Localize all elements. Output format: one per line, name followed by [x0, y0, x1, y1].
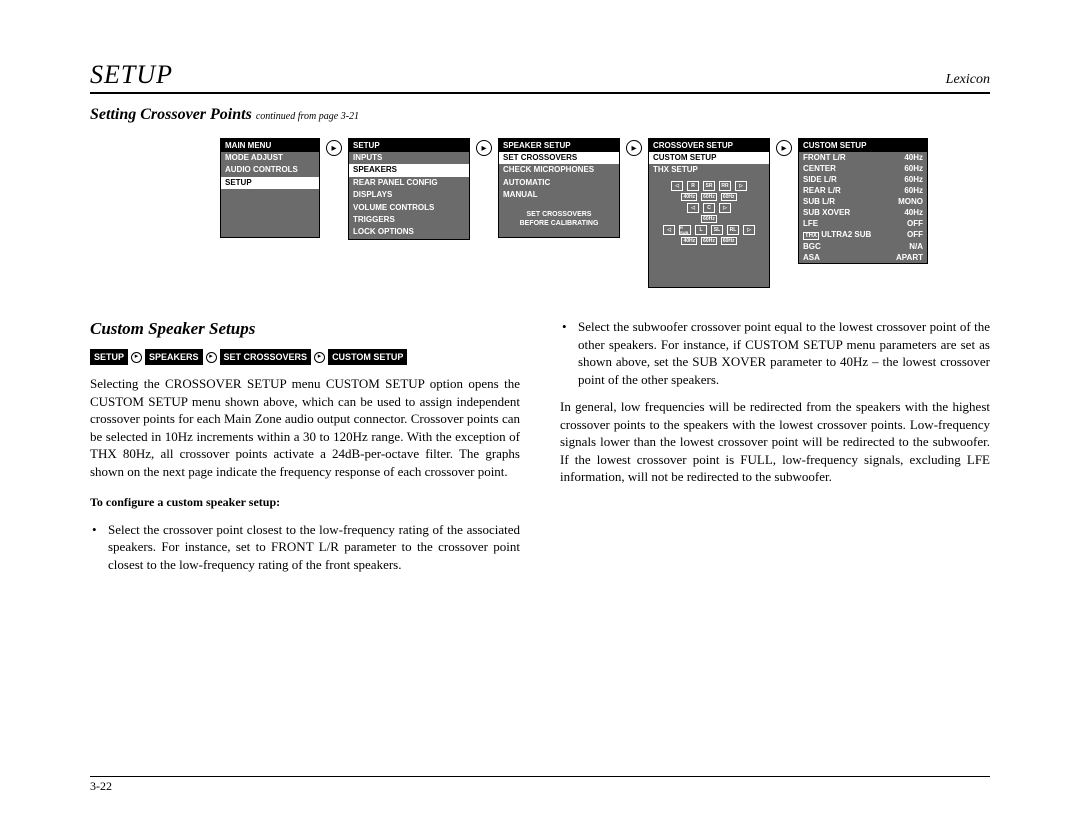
speaker-label: C [703, 203, 715, 213]
hz-label: 60Hz [701, 237, 717, 245]
speaker-icon: ▷ [743, 225, 755, 235]
menu-row: SUB L/RMONO [799, 196, 927, 207]
menu-item-selected: SETUP [221, 177, 319, 189]
breadcrumb-chip: CUSTOM SETUP [328, 349, 407, 365]
menu-header: CUSTOM SETUP [799, 139, 927, 152]
menu-item: VOLUME CONTROLS [349, 202, 469, 214]
speaker-icon: ◁ [663, 225, 675, 235]
body-columns: Custom Speaker Setups SETUP ▸ SPEAKERS ▸… [90, 318, 990, 583]
hz-label: 60Hz [721, 237, 737, 245]
paragraph: In general, low frequencies will be redi… [560, 398, 990, 486]
hz-label: 60Hz [721, 193, 737, 201]
breadcrumb-chip: SET CROSSOVERS [220, 349, 312, 365]
menu-footer: SET CROSSOVERS BEFORE CALIBRATING [499, 202, 619, 228]
header-title: SETUP [90, 60, 173, 90]
speaker-icon: ◁ [671, 181, 683, 191]
menu-main: MAIN MENU MODE ADJUST AUDIO CONTROLS SET… [220, 138, 320, 238]
bullet-list: Select the crossover point closest to th… [90, 521, 520, 574]
instructions-heading: To configure a custom speaker setup: [90, 494, 520, 510]
speaker-label: RL [727, 225, 739, 235]
menu-custom-setup: CUSTOM SETUP FRONT L/R40Hz CENTER60Hz SI… [798, 138, 928, 264]
subheading-row: Setting Crossover Points continued from … [90, 106, 990, 124]
header-brand: Lexicon [946, 72, 990, 88]
speaker-layout-diagram: ◁ R SR RR ▷ 40Hz 60Hz 60Hz ◁ C ▷ 60Hz ◁ [649, 177, 769, 249]
breadcrumb-chip: SPEAKERS [145, 349, 203, 365]
speaker-icon: ▷ [719, 203, 731, 213]
paragraph: Selecting the CROSSOVER SETUP menu CUSTO… [90, 375, 520, 480]
arrow-right-icon: ▸ [326, 140, 342, 156]
speaker-icon: ▷ [735, 181, 747, 191]
menu-item: DISPLAYS [349, 189, 469, 201]
menu-item: AUDIO CONTROLS [221, 164, 319, 176]
hz-label: 40Hz [681, 237, 697, 245]
menu-item: CHECK MICROPHONES [499, 164, 619, 176]
menu-row: BGCN/A [799, 241, 927, 252]
menu-speaker-setup: SPEAKER SETUP SET CROSSOVERS CHECK MICRO… [498, 138, 620, 238]
menu-row-selected: FRONT L/R40Hz [799, 152, 927, 163]
menu-item: MANUAL [499, 189, 619, 201]
speaker-label: SL [711, 225, 723, 235]
menu-row: REAR L/R60Hz [799, 185, 927, 196]
breadcrumb-arrow-icon: ▸ [131, 352, 142, 363]
speaker-icon: ◁ [687, 203, 699, 213]
bullet-list: Select the subwoofer crossover point equ… [560, 318, 990, 388]
menu-item: LOCK OPTIONS [349, 226, 469, 238]
menu-item: REAR PANEL CONFIG [349, 177, 469, 189]
menu-setup: SETUP INPUTS SPEAKERS REAR PANEL CONFIG … [348, 138, 470, 240]
menu-row: SUB XOVER40Hz [799, 207, 927, 218]
breadcrumb-arrow-icon: ▸ [206, 352, 217, 363]
subheading-continued: continued from page 3-21 [256, 111, 359, 122]
arrow-right-icon: ▸ [476, 140, 492, 156]
arrow-right-icon: ▸ [776, 140, 792, 156]
menu-row: SIDE L/R60Hz [799, 174, 927, 185]
menu-item-selected: SET CROSSOVERS [499, 152, 619, 164]
breadcrumb-path: SETUP ▸ SPEAKERS ▸ SET CROSSOVERS ▸ CUST… [90, 349, 520, 365]
speaker-label: R SUB [679, 225, 691, 235]
left-column: Custom Speaker Setups SETUP ▸ SPEAKERS ▸… [90, 318, 520, 583]
menu-item: MODE ADJUST [221, 152, 319, 164]
breadcrumb-arrow-icon: ▸ [314, 352, 325, 363]
menu-item: TRIGGERS [349, 214, 469, 226]
menu-row: CENTER60Hz [799, 163, 927, 174]
page-number: 3-22 [90, 776, 990, 794]
bullet-item: Select the crossover point closest to th… [108, 521, 520, 574]
subheading-main: Setting Crossover Points [90, 106, 252, 123]
bullet-item: Select the subwoofer crossover point equ… [578, 318, 990, 388]
hz-label: 60Hz [701, 215, 717, 223]
menu-header: SPEAKER SETUP [499, 139, 619, 152]
menu-header: SETUP [349, 139, 469, 152]
speaker-label: RR [719, 181, 731, 191]
menu-header: MAIN MENU [221, 139, 319, 152]
page-header: SETUP Lexicon [90, 60, 990, 94]
menu-item-selected: CUSTOM SETUP [649, 152, 769, 164]
menu-crossover-setup: CROSSOVER SETUP CUSTOM SETUP THX SETUP ◁… [648, 138, 770, 288]
section-title: Custom Speaker Setups [90, 318, 520, 341]
menu-item-selected: SPEAKERS [349, 164, 469, 176]
speaker-label: SR [703, 181, 715, 191]
menu-row: THX ULTRA2 SUBOFF [799, 229, 927, 241]
hz-label: 40Hz [681, 193, 697, 201]
right-column: Select the subwoofer crossover point equ… [560, 318, 990, 583]
speaker-label: R [687, 181, 699, 191]
menu-item: AUTOMATIC [499, 177, 619, 189]
menu-item: INPUTS [349, 152, 469, 164]
menu-row: ASAAPART [799, 252, 927, 263]
speaker-label: L [695, 225, 707, 235]
menu-screenshots: MAIN MENU MODE ADJUST AUDIO CONTROLS SET… [220, 138, 990, 288]
breadcrumb-chip: SETUP [90, 349, 128, 365]
arrow-right-icon: ▸ [626, 140, 642, 156]
menu-row: LFEOFF [799, 218, 927, 229]
hz-label: 60Hz [701, 193, 717, 201]
menu-item: THX SETUP [649, 164, 769, 176]
menu-header: CROSSOVER SETUP [649, 139, 769, 152]
